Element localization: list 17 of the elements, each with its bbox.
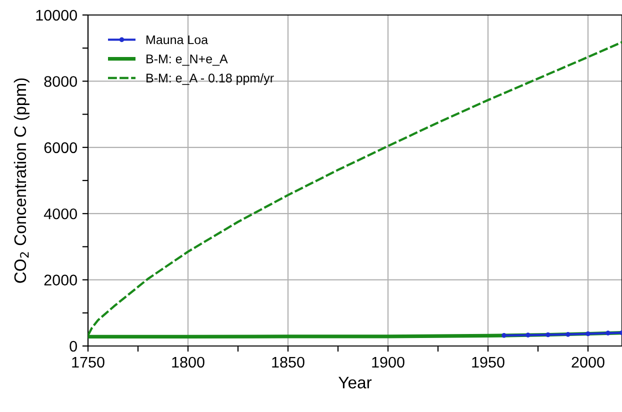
x-axis-title: Year — [338, 376, 372, 388]
y-tick-label: 10000 — [36, 10, 77, 21]
y-tick-label: 0 — [70, 340, 77, 352]
y-axis-title: CO$_{2}$ Concentration C (ppm) — [14, 78, 30, 283]
x-tick-label: 1750 — [72, 356, 104, 368]
legend-label: Mauna Loa — [146, 35, 208, 44]
x-tick-label: 1950 — [472, 356, 504, 368]
legend-label: B-M: e_A - 0.18 ppm/yr — [146, 73, 274, 85]
y-tick-label: 8000 — [44, 76, 77, 87]
x-tick-label: 1800 — [172, 356, 204, 368]
x-tick-label: 2000 — [572, 356, 604, 368]
y-tick-label: 2000 — [44, 274, 77, 286]
y-tick-label: 4000 — [44, 208, 77, 220]
y-tick-label: 6000 — [44, 142, 77, 154]
x-tick-label: 1900 — [372, 356, 404, 368]
legend-label: B-M: e_N+e_A — [146, 54, 228, 66]
x-tick-label: 1850 — [272, 356, 304, 368]
